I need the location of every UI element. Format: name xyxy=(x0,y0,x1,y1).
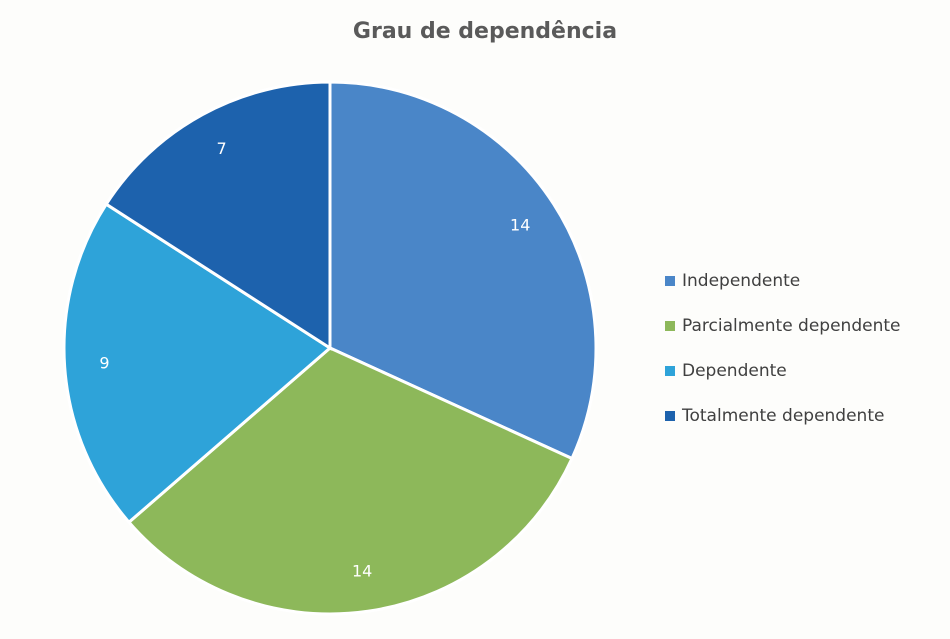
legend-label: Parcialmente dependente xyxy=(682,316,900,336)
pie-slice xyxy=(126,346,574,616)
legend-label: Independente xyxy=(682,271,800,291)
pie-slice xyxy=(104,80,332,351)
legend-swatch xyxy=(665,276,675,286)
legend-swatch xyxy=(665,321,675,331)
pie-slice xyxy=(328,80,598,461)
legend-swatch xyxy=(665,411,675,421)
chart-title: Grau de dependência xyxy=(353,19,617,44)
legend-label: Dependente xyxy=(682,361,787,381)
legend-label: Totalmente dependente xyxy=(681,406,884,426)
data-label: 14 xyxy=(352,561,372,580)
pie-slice xyxy=(62,202,333,525)
data-label: 14 xyxy=(510,215,530,234)
legend-swatch xyxy=(665,366,675,376)
data-label: 7 xyxy=(217,139,227,158)
data-label: 9 xyxy=(99,354,109,373)
